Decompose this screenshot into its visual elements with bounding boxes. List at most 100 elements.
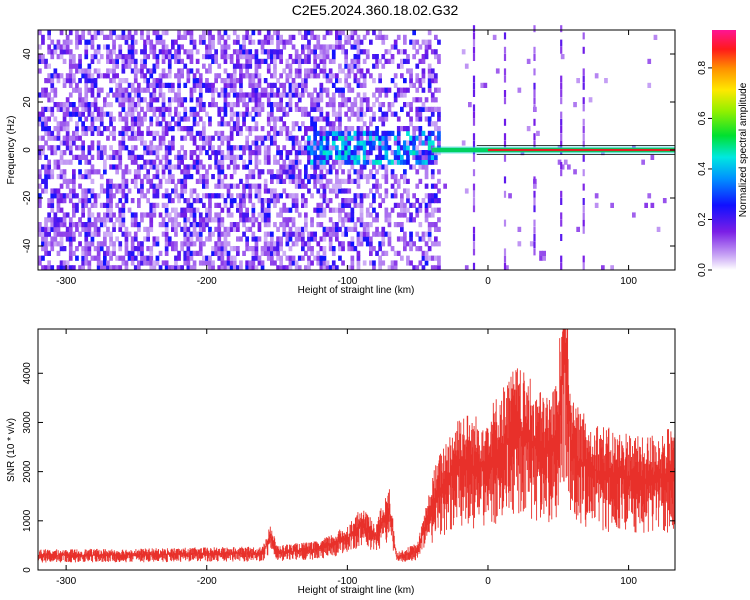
heatmap-cell: [115, 58, 119, 64]
heatmap-cell: [418, 159, 423, 165]
heatmap-cell: [291, 231, 296, 237]
colorbar: 0.00.20.40.60.8 Normalized spectral ampl…: [697, 30, 749, 277]
artifact-stripe: [503, 140, 507, 148]
heatmap-cell: [78, 92, 82, 98]
heatmap-cell: [384, 111, 389, 117]
heatmap-cell: [202, 226, 206, 232]
heatmap-cell: [341, 87, 345, 93]
heatmap-cell: [294, 236, 299, 242]
heatmap-cell: [232, 92, 237, 98]
heatmap-cell: [251, 231, 256, 237]
heatmap-cell: [418, 222, 423, 228]
heatmap-cell: [372, 102, 376, 108]
heatmap-cell: [81, 97, 85, 103]
snr-x-axis-label: Height of straight line (km): [298, 585, 415, 596]
artifact-stripe: [472, 241, 476, 249]
artifact-stripe: [472, 190, 476, 198]
heatmap-cell: [47, 30, 51, 36]
heatmap-cell: [205, 140, 209, 146]
heatmap-cell: [146, 231, 150, 237]
heatmap-cell: [149, 68, 154, 74]
heatmap-cell: [202, 145, 206, 151]
heatmap-cell: [310, 222, 314, 228]
heatmap-cell: [406, 207, 410, 213]
heatmap-cell: [567, 164, 571, 170]
heatmap-cell: [127, 49, 132, 55]
heatmap-cell: [72, 212, 76, 218]
artifact-stripe: [560, 190, 563, 198]
heatmap-cell: [72, 154, 76, 160]
heatmap-cell: [202, 130, 206, 136]
heatmap-cell: [50, 217, 55, 223]
heatmap-cell: [155, 154, 160, 160]
heatmap-cell: [409, 68, 413, 74]
heatmap-cell: [143, 159, 147, 165]
heatmap-cell: [93, 202, 98, 208]
heatmap-cell: [229, 82, 234, 88]
heatmap-cell: [183, 255, 188, 261]
heatmap-cell: [350, 265, 355, 271]
heatmap-cell: [90, 87, 95, 93]
heatmap-cell: [316, 212, 321, 218]
heatmap-cell: [50, 49, 55, 55]
heatmap-cell: [177, 34, 181, 40]
heatmap-cell: [121, 207, 126, 213]
heatmap-cell: [115, 97, 119, 103]
heatmap-cell: [331, 231, 336, 237]
heatmap-cell: [359, 49, 364, 55]
snr-line: [37, 329, 676, 563]
heatmap-cell: [393, 150, 398, 156]
heatmap-cell: [257, 212, 262, 218]
heatmap-cell: [217, 250, 222, 256]
x-tick-label: -200: [197, 276, 217, 287]
heatmap-cell: [143, 111, 147, 117]
heatmap-cell: [390, 44, 395, 50]
heatmap-cell: [118, 140, 123, 146]
heatmap-cell: [226, 164, 231, 170]
heatmap-cell: [87, 68, 92, 74]
heatmap-cell: [177, 178, 181, 184]
heatmap-cell: [53, 116, 58, 122]
heatmap-cell: [263, 58, 268, 64]
heatmap-cell: [121, 63, 126, 69]
heatmap-cell: [137, 126, 141, 132]
heatmap-cell: [331, 145, 336, 151]
heatmap-cell: [276, 265, 280, 271]
heatmap-cell: [381, 54, 386, 60]
heatmap-cell: [189, 154, 194, 160]
heatmap-cell: [226, 78, 231, 84]
y-tick-label: 1000: [22, 509, 33, 532]
heatmap-cell: [322, 193, 327, 199]
heatmap-cell: [341, 169, 345, 175]
heatmap-cell: [47, 231, 51, 237]
heatmap-cell: [174, 246, 178, 252]
heatmap-cell: [251, 97, 256, 103]
heatmap-cell: [338, 78, 342, 84]
heatmap-cell: [84, 126, 89, 132]
heatmap-cell: [390, 78, 395, 84]
heatmap-cell: [378, 135, 382, 141]
heatmap-cell: [65, 193, 70, 199]
heatmap-cell: [103, 255, 107, 261]
heatmap-cell: [232, 260, 237, 266]
heatmap-cell: [96, 260, 101, 266]
heatmap-cell: [68, 54, 73, 60]
heatmap-cell: [359, 97, 364, 103]
heatmap-cell: [87, 217, 92, 223]
heatmap-cell: [270, 49, 274, 55]
heatmap-cell: [149, 226, 154, 232]
heatmap-cell: [350, 164, 355, 170]
heatmap-cell: [223, 246, 228, 252]
heatmap-cell: [183, 111, 188, 117]
heatmap-cell: [347, 39, 352, 45]
heatmap-cell: [164, 250, 169, 256]
heatmap-cell: [41, 87, 45, 93]
heatmap-cell: [403, 236, 407, 242]
heatmap-cell: [226, 183, 231, 189]
heatmap-cell: [81, 145, 85, 151]
heatmap-cell: [140, 241, 144, 247]
heatmap-cell: [226, 193, 231, 199]
heatmap-cell: [164, 265, 169, 271]
heatmap-cell: [316, 255, 321, 261]
heatmap-cell: [421, 39, 426, 45]
